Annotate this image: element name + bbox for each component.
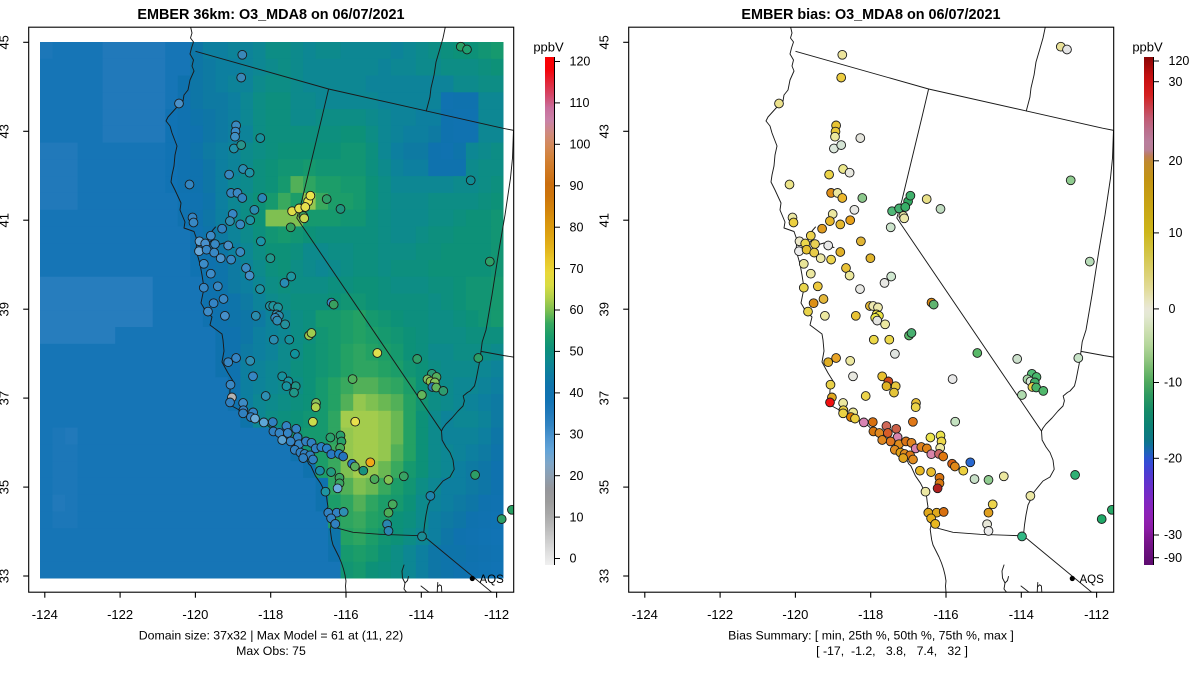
svg-text:-30: -30 — [1164, 528, 1182, 542]
svg-text:AQS: AQS — [480, 574, 505, 586]
svg-text:ppbV: ppbV — [533, 40, 564, 55]
svg-text:100: 100 — [570, 138, 591, 152]
svg-text:45: 45 — [0, 35, 12, 49]
svg-text:40: 40 — [570, 386, 584, 400]
svg-text:Domain size: 37x32 | Max Model: Domain size: 37x32 | Max Model = 61 at (… — [139, 628, 403, 642]
svg-text:41: 41 — [597, 213, 612, 227]
svg-text:30: 30 — [1169, 75, 1183, 89]
svg-text:Max Obs: 75: Max Obs: 75 — [236, 644, 306, 658]
svg-text:ppbV: ppbV — [1132, 40, 1163, 55]
svg-text:120: 120 — [570, 55, 591, 69]
svg-text:-124: -124 — [32, 607, 58, 622]
svg-text:43: 43 — [597, 124, 612, 138]
svg-text:-118: -118 — [858, 607, 883, 622]
svg-text:-118: -118 — [258, 607, 283, 622]
svg-text:41: 41 — [0, 213, 12, 227]
svg-text:-90: -90 — [1164, 551, 1182, 565]
svg-text:-116: -116 — [933, 607, 958, 622]
svg-text:20: 20 — [1169, 154, 1183, 168]
svg-text:-124: -124 — [632, 607, 658, 622]
svg-text:-120: -120 — [182, 607, 208, 622]
svg-text:-122: -122 — [107, 607, 133, 622]
svg-text:0: 0 — [1169, 302, 1176, 316]
svg-text:[ -17, -1.2, 3.8, 7.4,: [ -17, -1.2, 3.8, 7.4, 32 ] — [816, 644, 968, 658]
svg-text:35: 35 — [0, 480, 12, 494]
svg-text:0: 0 — [570, 552, 577, 566]
svg-text:37: 37 — [597, 391, 612, 405]
svg-text:-112: -112 — [1084, 607, 1109, 622]
svg-text:39: 39 — [597, 302, 612, 316]
svg-text:EMBER bias: O3_MDA8 on 06/07/2: EMBER bias: O3_MDA8 on 06/07/2021 — [741, 7, 1000, 23]
svg-text:-114: -114 — [1009, 607, 1034, 622]
svg-text:35: 35 — [597, 480, 612, 494]
svg-text:37: 37 — [0, 391, 12, 405]
svg-text:-20: -20 — [1164, 452, 1182, 466]
svg-text:Bias Summary: [ min, 25th %, 5: Bias Summary: [ min, 25th %, 50th %, 75t… — [728, 628, 1014, 642]
svg-text:-120: -120 — [782, 607, 808, 622]
svg-text:-116: -116 — [333, 607, 358, 622]
svg-text:50: 50 — [570, 345, 584, 359]
svg-text:33: 33 — [0, 569, 12, 583]
svg-text:39: 39 — [0, 302, 12, 316]
svg-text:EMBER 36km: O3_MDA8 on 06/07/2: EMBER 36km: O3_MDA8 on 06/07/2021 — [137, 7, 404, 23]
svg-text:-122: -122 — [707, 607, 733, 622]
svg-text:110: 110 — [570, 96, 590, 110]
svg-text:120: 120 — [1169, 54, 1190, 68]
svg-text:-10: -10 — [1164, 376, 1182, 390]
svg-text:70: 70 — [570, 262, 584, 276]
svg-text:80: 80 — [570, 220, 584, 234]
svg-text:33: 33 — [597, 569, 612, 583]
svg-text:-112: -112 — [484, 607, 509, 622]
svg-text:90: 90 — [570, 179, 584, 193]
svg-text:10: 10 — [1169, 226, 1183, 240]
svg-text:20: 20 — [570, 469, 584, 483]
svg-text:60: 60 — [570, 303, 584, 317]
svg-text:10: 10 — [570, 510, 584, 524]
svg-text:30: 30 — [570, 428, 584, 442]
svg-text:43: 43 — [0, 124, 12, 138]
svg-text:AQS: AQS — [1080, 574, 1105, 586]
svg-text:45: 45 — [597, 35, 612, 49]
svg-text:-114: -114 — [409, 607, 434, 622]
